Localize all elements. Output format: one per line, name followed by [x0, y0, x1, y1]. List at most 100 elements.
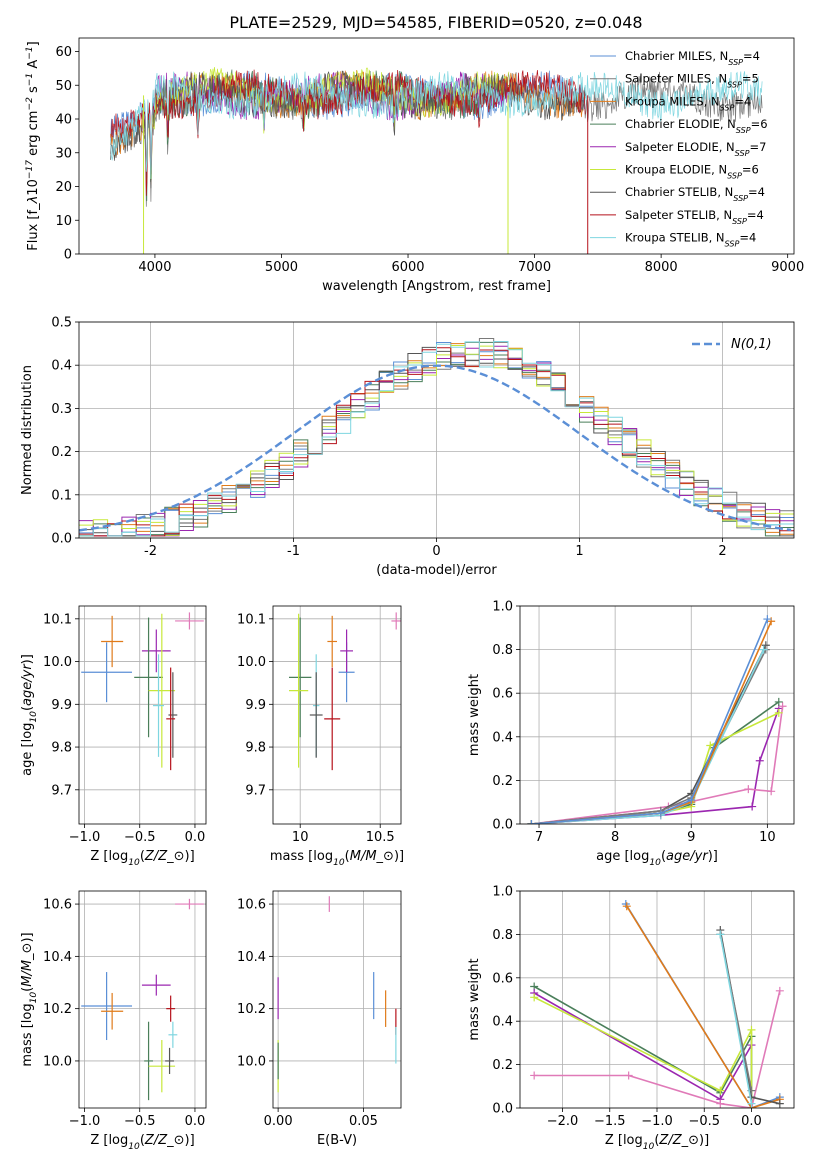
- mass-weight-marker: [775, 986, 784, 995]
- axes-frame: [519, 890, 795, 1109]
- y-axis-label: Normed distribution: [20, 365, 35, 495]
- mass-weight-marker: [778, 702, 787, 711]
- y-tick-label: 9.7: [51, 783, 72, 798]
- mass-weight-marker: [622, 902, 631, 911]
- y-tick-label: 60: [55, 45, 72, 60]
- y-tick-label: 10.0: [237, 655, 266, 670]
- y-tick-label: 10.1: [237, 612, 266, 627]
- histogram-step: [79, 343, 794, 537]
- spectrum-line: [110, 69, 586, 196]
- mass-weight-marker: [530, 993, 539, 1002]
- y-axis-label: mass [log10(M/M_⊙)]: [20, 932, 39, 1066]
- x-tick-label: 0.00: [264, 1114, 293, 1129]
- mass-weight-marker: [716, 1099, 725, 1108]
- y-tick-label: 30: [55, 146, 72, 161]
- mass-weight-line: [533, 996, 753, 1108]
- histogram-step: [79, 346, 794, 537]
- y-tick-label: 0.8: [492, 643, 513, 658]
- plot-area: [277, 896, 397, 1093]
- x-tick-label: 0: [432, 544, 440, 559]
- mass-weight-line: [531, 644, 767, 824]
- mass-weight-line: [626, 905, 781, 1108]
- mass-weight-marker: [624, 1071, 633, 1080]
- mass-weight-marker: [775, 1099, 784, 1108]
- y-tick-label: 0.0: [492, 818, 513, 833]
- y-tick-label: 9.8: [245, 741, 266, 756]
- legend-label: Kroupa ELODIE, NSSP=6: [625, 163, 759, 181]
- y-tick-label: 10.6: [43, 898, 72, 913]
- axes-frame: [519, 605, 795, 825]
- mass-weight-marker: [755, 756, 764, 765]
- y-tick-label: 0.4: [51, 359, 72, 374]
- panel-residuals: -2 -1 0 1 2 0.0 0.1 0.2 0.3 0.4 0.5 (data-model)/er…: [20, 316, 795, 578]
- y-tick-label: 0.8: [492, 928, 513, 943]
- panel-age_vs_mass: 10 10.5 9.7 9.8 9.9 10.0 10.1 mass [log10(M/M_⊙…: [237, 605, 404, 868]
- mass-weight-marker: [530, 1071, 539, 1080]
- y-axis-label: mass weight: [467, 674, 482, 756]
- gaussian-curve: [79, 364, 792, 532]
- mass-weight-line: [719, 934, 753, 1104]
- mass-weight-marker: [706, 741, 715, 750]
- y-tick-label: 0.4: [492, 730, 513, 745]
- y-tick-label: 9.9: [51, 698, 72, 713]
- mass-weight-marker: [767, 617, 776, 626]
- y-tick-label: 9.8: [51, 741, 72, 756]
- x-tick-label: −2.0: [547, 1114, 579, 1129]
- axes-frame: [78, 321, 795, 539]
- y-tick-label: 10.2: [237, 1002, 266, 1017]
- plot-area: [81, 898, 204, 1101]
- legend-label: Kroupa STELIB, NSSP=4: [625, 231, 756, 249]
- x-tick-label: 10: [292, 830, 309, 845]
- x-tick-label: −1.0: [641, 1114, 673, 1129]
- mass-weight-marker: [759, 645, 768, 654]
- mass-weight-marker: [747, 1025, 756, 1034]
- mass-weight-marker: [767, 787, 776, 796]
- y-tick-label: 1.0: [492, 885, 513, 900]
- y-tick-label: 0.3: [51, 402, 72, 417]
- y-tick-label: 10.4: [43, 950, 72, 965]
- axes-frame: [78, 37, 795, 255]
- legend-label: Salpeter ELODIE, NSSP=7: [625, 140, 766, 158]
- y-axis-label: Flux [f_λ10−17 erg cm−2 s−1 A−1]: [25, 41, 41, 250]
- panel-mass_vs_Z: −1.0 −0.5 0.0 10.0 10.2 10.4 10.6 Z [log10(Z/Z_…: [20, 890, 207, 1152]
- x-tick-label: 7: [535, 830, 543, 845]
- y-tick-label: 10.1: [43, 612, 72, 627]
- y-tick-label: 0: [64, 248, 72, 263]
- y-tick-label: 1.0: [492, 600, 513, 615]
- x-axis-label: E(B-V): [317, 1133, 357, 1148]
- mass-weight-marker: [774, 708, 783, 717]
- y-tick-label: 0.0: [492, 1102, 513, 1117]
- x-tick-label: 8: [611, 830, 619, 845]
- axes-frame: [272, 890, 402, 1109]
- x-tick-label: −0.5: [688, 1114, 720, 1129]
- x-tick-label: −1.0: [69, 1114, 101, 1129]
- plot-area: [530, 900, 784, 1108]
- x-tick-label: -1: [287, 544, 300, 559]
- y-tick-label: 10.4: [237, 950, 266, 965]
- y-tick-label: 0.2: [51, 445, 72, 460]
- x-tick-label: 2: [718, 544, 726, 559]
- mass-weight-line: [531, 618, 769, 824]
- mass-weight-marker: [744, 785, 753, 794]
- x-tick-label: 0.0: [185, 1114, 206, 1129]
- x-tick-label: 7000: [518, 260, 551, 275]
- x-axis-label: (data-model)/error: [376, 563, 497, 578]
- axes-frame: [78, 605, 207, 825]
- panel-age_vs_Z: −1.0 −0.5 0.0 9.7 9.8 9.9 10.0 10.1 Z [log10(Z/Z…: [20, 605, 207, 868]
- mass-weight-marker: [621, 900, 630, 909]
- y-tick-label: 10.2: [43, 1002, 72, 1017]
- mass-weight-marker: [687, 796, 696, 805]
- legend-label: N(0,1): [731, 337, 772, 352]
- x-tick-label: 10: [759, 830, 776, 845]
- plot-area: [81, 612, 204, 771]
- x-tick-label: −0.5: [124, 830, 156, 845]
- y-tick-label: 10.6: [237, 898, 266, 913]
- spectrum-line: [110, 71, 763, 180]
- x-axis-label: Z [log10(Z/Z_⊙)]: [90, 849, 194, 868]
- legend-label: Chabrier ELODIE, NSSP=6: [625, 117, 768, 135]
- y-tick-label: 0.6: [492, 971, 513, 986]
- mass-weight-marker: [748, 802, 757, 811]
- legend-label: Salpeter STELIB, NSSP=4: [625, 208, 764, 226]
- x-tick-label: 9: [687, 830, 695, 845]
- legend-label: Chabrier MILES, NSSP=4: [625, 49, 760, 67]
